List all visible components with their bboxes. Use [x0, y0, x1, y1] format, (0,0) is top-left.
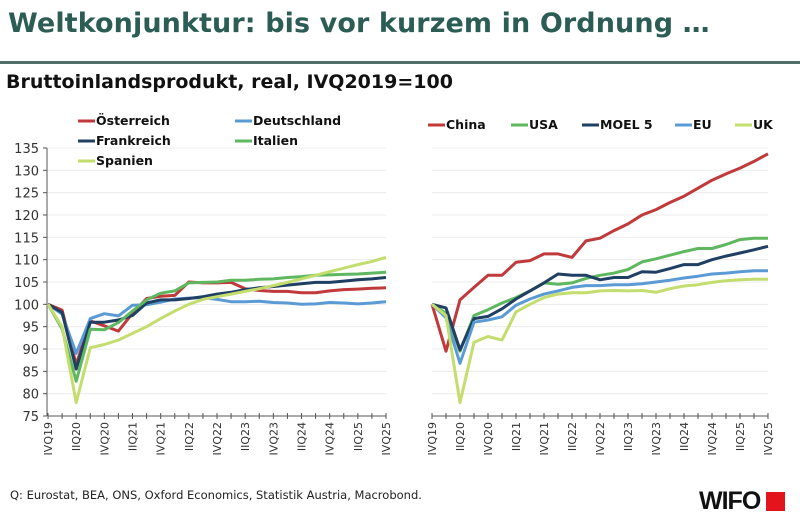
x-tick-label: IVQ22: [211, 422, 224, 455]
y-tick-label: 135: [14, 142, 39, 157]
logo-text: WIFO: [699, 487, 761, 515]
x-tick-label: IIQ21: [510, 422, 523, 451]
x-tick-label: IIQ20: [70, 422, 83, 451]
y-tick-label: 125: [14, 187, 39, 202]
source-note: Q: Eurostat, BEA, ONS, Oxford Economics,…: [10, 488, 422, 502]
chart-panel-1: 75 80 85 90 95 100 105 110 115 120 125 130 135 IVQ19 I…: [14, 113, 393, 455]
y-tick-label: 85: [22, 365, 39, 380]
x-tick-label: IVQ22: [594, 422, 607, 455]
legend-label: China: [446, 117, 486, 132]
x-tick-label: IIQ25: [734, 422, 747, 451]
chart-panel-2: IVQ19 IIQ20 IVQ20 IIQ21 IVQ21 IIQ22 IVQ22 IIQ23…: [426, 117, 775, 455]
x-tick-label: IVQ25: [762, 422, 775, 455]
x-tick-label: IIQ24: [678, 422, 691, 451]
y-tick-label: 130: [14, 164, 39, 179]
x-tick-label: IIQ23: [622, 422, 635, 451]
x-tick-label: IIQ20: [454, 422, 467, 451]
x-tick-label: IVQ19: [426, 422, 439, 455]
x-tick-label: IIQ24: [296, 422, 309, 451]
legend-label: UK: [753, 117, 774, 132]
title-divider: [0, 61, 800, 64]
series-line-deutschland: [47, 296, 387, 355]
y-tick-label: 80: [22, 388, 39, 403]
y-tick-label: 90: [22, 343, 39, 358]
series-line-eu: [430, 269, 768, 365]
series-line-spanien: [46, 255, 387, 405]
logo-red-square-icon: [766, 492, 786, 511]
legend-label: MOEL 5: [600, 117, 653, 132]
legend-label: Spanien: [96, 153, 153, 168]
series-line-frankreich: [47, 276, 387, 371]
x-tick-label: IVQ20: [98, 422, 111, 455]
y-tick-label: 115: [14, 231, 39, 246]
y-tick-label: 120: [14, 209, 39, 224]
x-tick-label: IIQ22: [183, 422, 196, 451]
legend-label: Deutschland: [253, 113, 341, 128]
x-tick-label: IVQ23: [267, 422, 280, 455]
x-tick-label: IVQ21: [155, 422, 168, 455]
x-tick-label: IVQ25: [380, 422, 393, 455]
series-line-moel-5: [431, 244, 769, 352]
legend-label: USA: [529, 117, 558, 132]
x-tick-label: IVQ24: [324, 422, 337, 455]
series-line-italien: [46, 270, 387, 383]
x-tick-label: IVQ21: [538, 422, 551, 455]
y-tick-label: 105: [14, 276, 39, 291]
series-line-china: [430, 152, 769, 353]
y-tick-label: 95: [22, 321, 39, 336]
series-line-uk: [431, 277, 768, 405]
x-tick-label: IIQ23: [239, 422, 252, 451]
page-title: Weltkonjunktur: bis vor kurzem in Ordnun…: [8, 8, 710, 39]
legend-label: EU: [693, 117, 712, 132]
x-tick-label: IVQ19: [42, 422, 55, 455]
series-line-usa: [431, 236, 768, 353]
x-tick-label: IIQ25: [352, 422, 365, 451]
x-tick-label: IVQ23: [650, 422, 663, 455]
legend-label: Frankreich: [96, 133, 171, 148]
x-tick-label: IVQ24: [706, 422, 719, 455]
y-tick-label: 100: [14, 298, 39, 313]
legend-label: Italien: [253, 133, 298, 148]
chart-subtitle: Bruttoinlandsprodukt, real, IVQ2019=100: [6, 71, 453, 93]
legend-label: Österreich: [96, 113, 170, 128]
y-tick-label: 75: [22, 410, 39, 425]
wifo-logo: WIFO: [699, 487, 786, 516]
y-tick-label: 110: [14, 254, 39, 269]
x-tick-label: IVQ20: [482, 422, 495, 455]
x-tick-label: IIQ22: [566, 422, 579, 451]
x-tick-label: IIQ21: [127, 422, 140, 451]
